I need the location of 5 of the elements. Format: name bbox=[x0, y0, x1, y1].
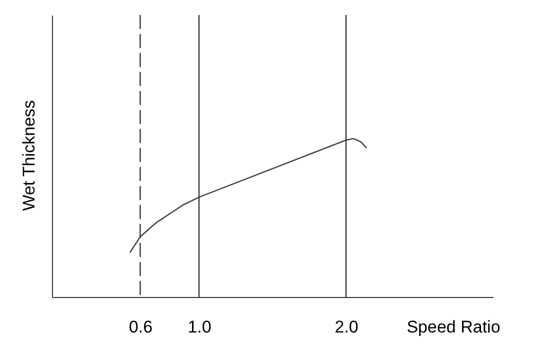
x-tick-label: 1.0 bbox=[188, 318, 212, 336]
y-axis-title: Wet Thickness bbox=[20, 100, 38, 211]
x-tick-label: 0.6 bbox=[128, 318, 153, 336]
x-axis-title: Speed Ratio bbox=[406, 318, 500, 336]
x-tick-label: 2.0 bbox=[334, 318, 358, 336]
